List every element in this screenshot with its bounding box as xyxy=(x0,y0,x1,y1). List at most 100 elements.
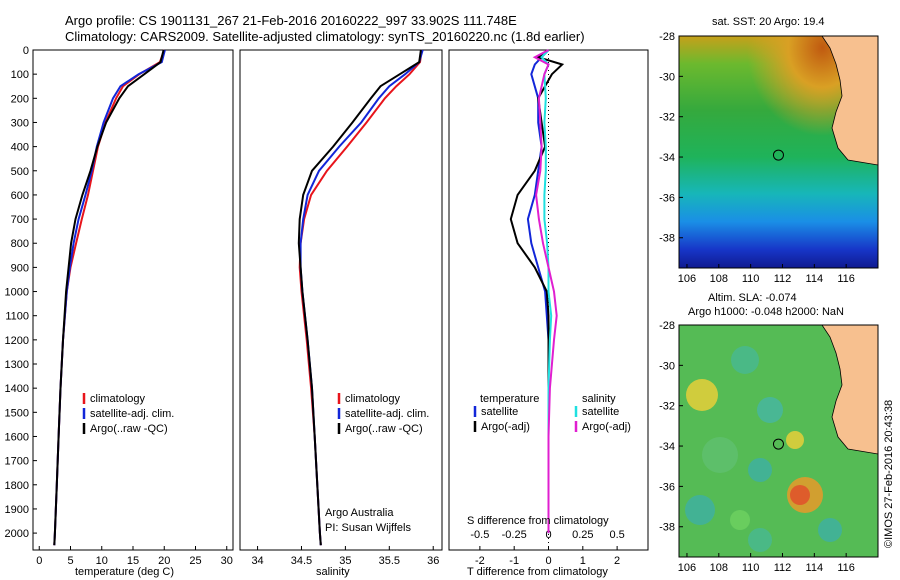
series-satellite-adj-clim- xyxy=(299,49,424,546)
depth-tick-label: 600 xyxy=(11,190,29,202)
depth-tick-label: 900 xyxy=(11,262,29,274)
sst-map-ticks: 106 108 110 112 114 116 -28 -30 -32 -34 -36 -38 xyxy=(659,31,855,285)
temperature-panel: 0 5 10 15 20 25 30 xyxy=(36,49,233,567)
map-y-tick-label: -38 xyxy=(659,233,675,245)
depth-tick-label: 0 xyxy=(23,45,29,57)
legend-argo: Argo(..raw -QC) xyxy=(90,423,168,435)
x-top-tick-label: -0.25 xyxy=(502,529,527,541)
map-y-tick-label: -36 xyxy=(659,481,675,493)
depth-tick-label: 1000 xyxy=(5,287,29,299)
sla-anomaly-blob xyxy=(686,379,718,411)
depth-tick-label: 500 xyxy=(11,166,29,178)
sla-anomaly-blob xyxy=(757,397,783,423)
header-line-2: Climatology: CARS2009. Satellite-adjuste… xyxy=(65,29,585,44)
sla-anomalies xyxy=(685,346,842,552)
x-tick-label: 1 xyxy=(580,555,586,567)
map-x-tick-label: 106 xyxy=(678,273,696,285)
map-y-tick-label: -34 xyxy=(659,441,675,453)
depth-tick-label: 1300 xyxy=(5,359,29,371)
map-x-tick-label: 112 xyxy=(774,562,792,574)
depth-tick-label: 1400 xyxy=(5,383,29,395)
x-tick-label: -2 xyxy=(475,555,485,567)
map-x-tick-label: 110 xyxy=(742,562,760,574)
depth-tick-label: 200 xyxy=(11,93,29,105)
depth-tick-label: 2000 xyxy=(5,528,29,540)
x-tick-label: 15 xyxy=(127,555,139,567)
map-y-tick-label: -32 xyxy=(659,112,675,124)
legend-temp-argo: Argo(-adj) xyxy=(481,421,530,433)
x-top-tick-label: 0.5 xyxy=(609,529,624,541)
legend-satellite: satellite-adj. clim. xyxy=(90,408,174,420)
map-y-tick-label: -28 xyxy=(659,320,675,332)
x-tick-label: 20 xyxy=(158,555,170,567)
legend-sal-satellite: satellite xyxy=(582,406,619,418)
x-tick-label: 10 xyxy=(96,555,108,567)
legend-satellite: satellite-adj. clim. xyxy=(345,408,429,420)
depth-tick-label: 100 xyxy=(11,69,29,81)
sst-land xyxy=(822,36,878,165)
depth-tick-label: 1100 xyxy=(5,311,29,323)
salinity-panel: 34 34.5 35 35.5 36 xyxy=(251,49,439,567)
header-line-1: Argo profile: CS 1901131_267 21-Feb-2016… xyxy=(65,13,517,28)
depth-tick-label: 1900 xyxy=(5,504,29,516)
sla-anomaly-blob xyxy=(818,518,842,542)
sla-anomaly-blob xyxy=(748,458,772,482)
map-x-tick-label: 106 xyxy=(678,562,696,574)
sla-anomaly-blob xyxy=(786,431,804,449)
x-tick-label: 30 xyxy=(221,555,233,567)
map-x-tick-label: 114 xyxy=(806,273,824,285)
map-y-tick-label: -38 xyxy=(659,522,675,534)
copyright-text: ©IMOS 27-Feb-2016 20:43:38 xyxy=(883,400,895,548)
x-top-tick-label: 0.25 xyxy=(572,529,593,541)
sst-map-frame xyxy=(678,35,879,269)
map-y-tick-label: -32 xyxy=(659,401,675,413)
sla-anomaly-blob xyxy=(748,528,772,552)
series-temperature-satellite xyxy=(526,49,550,534)
depth-tick-label: 1600 xyxy=(5,431,29,443)
x-tick-label: 2 xyxy=(614,555,620,567)
sst-map-title: sat. SST: 20 Argo: 19.4 xyxy=(712,16,825,28)
sla-anomaly-blob xyxy=(731,346,759,374)
depth-tick-label: 300 xyxy=(11,117,29,129)
map-x-tick-label: 114 xyxy=(806,562,824,574)
x-tick-label: -1 xyxy=(509,555,519,567)
sla-map-ticks: 106 108 110 112 114 116 -28 -30 -32 -34 -36 -38 xyxy=(659,320,855,574)
salinity-legend: climatology satellite-adj. clim. Argo(..… xyxy=(325,393,429,534)
map-y-tick-label: -36 xyxy=(659,192,675,204)
x-tick-label: 5 xyxy=(67,555,73,567)
sst-map: sat. SST: 20 Argo: 19.4 106 108 110 112 114 1… xyxy=(659,16,879,285)
x-tick-label: 35 xyxy=(339,555,351,567)
series-argo-raw-qc- xyxy=(53,49,165,546)
series-satellite-adj-clim- xyxy=(53,49,166,546)
temperature-legend: climatology satellite-adj. clim. Argo(..… xyxy=(82,393,174,435)
sla-anomaly-blob xyxy=(730,510,750,530)
depth-tick-label: 400 xyxy=(11,142,29,154)
temperature-x-label: temperature (deg C) xyxy=(75,566,174,578)
depth-tick-label: 1800 xyxy=(5,480,29,492)
legend-salinity-header: salinity xyxy=(582,393,616,405)
map-x-tick-label: 110 xyxy=(742,273,760,285)
x-tick-label: 35.5 xyxy=(379,555,400,567)
sla-land xyxy=(822,325,878,454)
salinity-x-label: salinity xyxy=(316,566,350,578)
x-tick-label: 34 xyxy=(251,555,263,567)
sla-map-title-2: Argo h1000: -0.048 h2000: NaN xyxy=(688,306,844,318)
depth-tick-label: 700 xyxy=(11,214,29,226)
legend-temp-satellite: satellite xyxy=(481,406,518,418)
legend-sal-argo: Argo(-adj) xyxy=(582,421,631,433)
legend-climatology: climatology xyxy=(345,393,401,405)
x-top-tick-label: -0.5 xyxy=(470,529,489,541)
map-y-tick-label: -30 xyxy=(659,71,675,83)
legend-climatology: climatology xyxy=(90,393,146,405)
map-y-tick-label: -28 xyxy=(659,31,675,43)
sla-anomaly-blob xyxy=(685,495,715,525)
sla-anomaly-blob xyxy=(702,437,738,473)
annotation-pi: PI: Susan Wijffels xyxy=(325,522,411,534)
map-x-tick-label: 108 xyxy=(710,562,728,574)
x-tick-label: 25 xyxy=(189,555,201,567)
map-x-tick-label: 116 xyxy=(837,273,855,285)
depth-tick-label: 800 xyxy=(11,238,29,250)
sst-coastline xyxy=(821,36,878,166)
